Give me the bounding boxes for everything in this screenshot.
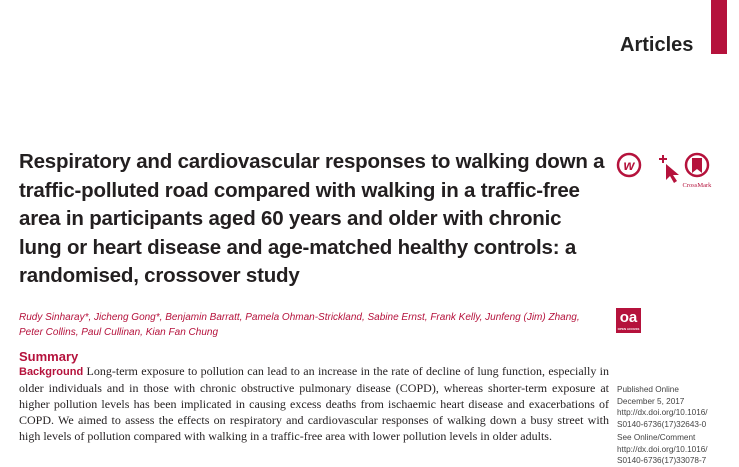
article-icons: w CrossMark [615, 150, 725, 190]
doi-link-1b[interactable]: S0140-6736(17)32643-0 [617, 419, 707, 429]
published-date: December 5, 2017 [617, 396, 685, 406]
crossmark-icon[interactable]: CrossMark [683, 152, 713, 189]
summary-background: Background Long-term exposure to polluti… [19, 364, 609, 445]
open-access-badge: oa OPEN ACCESS [616, 308, 641, 333]
lancet-w-icon[interactable]: w [616, 152, 642, 178]
doi-link-2b[interactable]: S0140-6736(17)33078-7 [617, 456, 707, 465]
doi-link-1[interactable]: http://dx.doi.org/10.1016/ [617, 408, 708, 417]
background-text: Long-term exposure to pollution can lead… [19, 364, 609, 443]
publication-sidebar: Published Online December 5, 2017 http:/… [617, 384, 708, 467]
plus-cursor-icon[interactable] [659, 155, 679, 183]
comment-label: See Online/Comment [617, 433, 696, 442]
accent-bar [711, 0, 727, 54]
oa-label: oa [619, 309, 638, 326]
oa-sub: OPEN ACCESS [617, 327, 640, 331]
author-list: Rudy Sinharay*, Jicheng Gong*, Benjamin … [19, 312, 580, 338]
summary-heading: Summary [19, 349, 79, 364]
crossmark-label: CrossMark [683, 182, 713, 189]
published-label: Published Online [617, 385, 679, 394]
section-label: Articles [620, 34, 694, 56]
doi-link-2[interactable]: http://dx.doi.org/10.1016/ [617, 444, 708, 454]
background-label: Background [19, 366, 84, 378]
svg-text:w: w [624, 157, 636, 173]
article-title: Respiratory and cardiovascular responses… [19, 150, 605, 288]
